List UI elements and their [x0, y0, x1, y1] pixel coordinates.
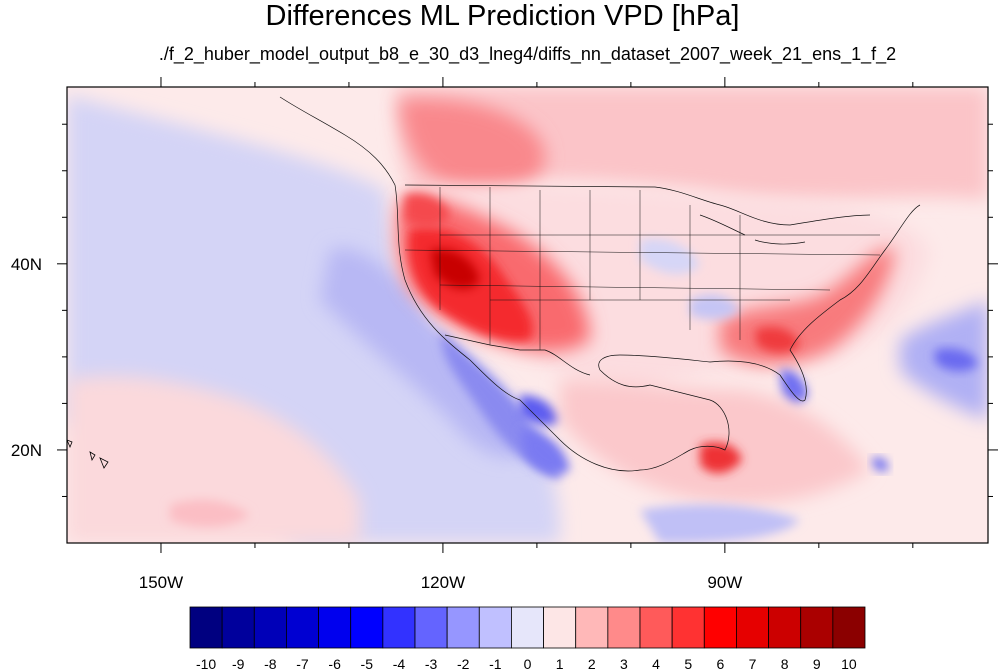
- colorbar-label: 7: [749, 656, 757, 672]
- colorbar-swatch: [350, 606, 384, 649]
- colorbar-label: 1: [556, 656, 564, 672]
- colorbar-label: -1: [489, 656, 502, 672]
- colorbar-label: -9: [232, 656, 245, 672]
- colorbar-label: -5: [361, 656, 374, 672]
- colorbar-swatch: [414, 606, 448, 649]
- colorbar-swatch: [478, 606, 512, 649]
- midwest-negative: [640, 238, 700, 275]
- colorbar-swatch: [221, 606, 255, 649]
- pacific-positive-patch: [170, 499, 250, 527]
- colorbar-label: 4: [652, 656, 660, 672]
- colorbar-swatch: [575, 606, 609, 649]
- pacific-northwest-positive: [405, 193, 450, 227]
- colorbar-swatch: [639, 606, 673, 649]
- boundaries: [279, 96, 921, 472]
- north-america-coastline: [279, 96, 921, 472]
- colorbar-label: 6: [716, 656, 724, 672]
- nevada-core-positive: [430, 249, 480, 290]
- axis-ticks: 150W 120W 90W 40N 20N: [11, 77, 998, 592]
- colorbar-label: 10: [841, 656, 857, 672]
- colorbar-swatch: [382, 606, 416, 649]
- pacific-light-positive: [67, 376, 360, 543]
- colorbar-swatch: [832, 606, 866, 649]
- canada-positive: [395, 87, 988, 200]
- gulf-positive: [560, 380, 870, 504]
- x-tick-label: 120W: [421, 573, 465, 592]
- central-america-positive: [700, 442, 742, 474]
- great-lakes: [699, 214, 806, 245]
- tennessee-negative: [690, 294, 740, 320]
- x-tick-label: 90W: [707, 573, 742, 592]
- colorbar-label: 8: [781, 656, 789, 672]
- hawaii-islands: [67, 439, 109, 469]
- colorbar-swatch: [671, 606, 705, 649]
- data-field: [67, 87, 988, 543]
- colorbar-swatch: [543, 606, 577, 649]
- colorbar-label: 9: [813, 656, 821, 672]
- colorbar-swatch: [446, 606, 480, 649]
- colorbar-label: -8: [264, 656, 277, 672]
- colorbar-swatch: [189, 606, 223, 649]
- colorbar-swatch: [318, 606, 352, 649]
- colorbar-swatch: [736, 606, 769, 649]
- colorbar-label: 3: [620, 656, 628, 672]
- colorbar-label: 2: [588, 656, 596, 672]
- georgia-strong-positive: [755, 326, 800, 353]
- mexico-coast-negative: [520, 395, 560, 426]
- canada-strong-positive: [400, 99, 546, 191]
- colorbar-label: -6: [328, 656, 341, 672]
- colorbar-swatch: [511, 606, 544, 649]
- colorbar-label: -10: [196, 656, 216, 672]
- west-mexico-negative: [520, 430, 570, 475]
- x-tick-label: 150W: [139, 573, 183, 592]
- y-tick-label: 20N: [11, 441, 42, 460]
- colorbar-label: 0: [524, 656, 532, 672]
- colorbar-swatch: [768, 606, 802, 649]
- chart-title: Differences ML Prediction VPD [hPa]: [265, 0, 740, 32]
- us-canada-border: [404, 184, 871, 226]
- chart-subtitle: ./f_2_huber_model_output_b8_e_30_d3_lneg…: [158, 44, 897, 64]
- colorbar-label: -3: [425, 656, 438, 672]
- colorbar-label: -2: [457, 656, 470, 672]
- colorbar-label: -4: [393, 656, 406, 672]
- colorbar-label: -7: [296, 656, 309, 672]
- colorbar-swatch: [253, 606, 287, 649]
- us-mexico-border: [444, 334, 591, 376]
- colorbar-swatch: [800, 606, 834, 649]
- colorbar-swatch: [703, 606, 737, 649]
- colorbar-swatch: [607, 606, 641, 649]
- y-tick-label: 40N: [11, 255, 42, 274]
- hispaniola-negative: [872, 457, 889, 472]
- colorbar-swatch: [286, 606, 319, 649]
- plot-frame: [66, 86, 989, 544]
- florida-negative: [780, 369, 808, 405]
- colorbar-label: 5: [684, 656, 692, 672]
- us-state-lines: [404, 187, 881, 350]
- atlantic-strong-negative: [935, 348, 978, 372]
- colorbar: -10 -9 -8 -7 -6 -5 -4 -3 -2 -1 0 1 2 3 4 5 6 7 8 9 10: [189, 606, 866, 672]
- caribbean-negative: [640, 504, 800, 543]
